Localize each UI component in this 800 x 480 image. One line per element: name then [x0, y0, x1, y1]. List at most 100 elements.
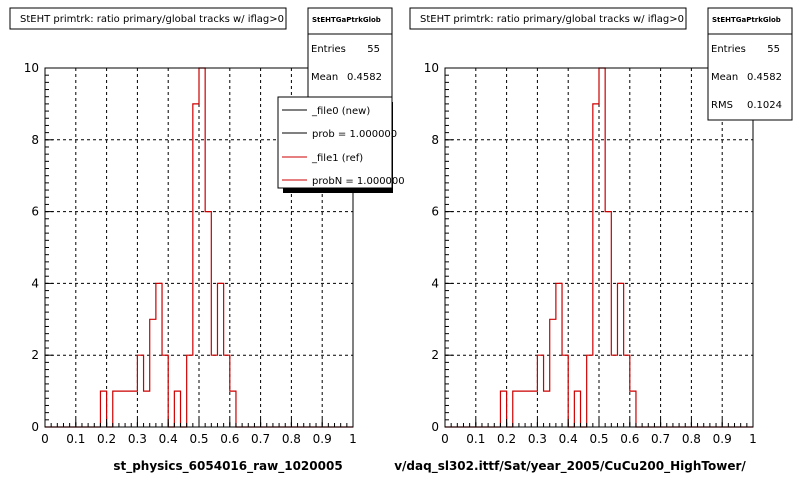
left-histogram-bin [230, 391, 236, 427]
right-y-tick-label: 2 [431, 348, 439, 362]
right-y-tick-label: 4 [431, 276, 439, 290]
right-stats-rms-label: RMS [711, 100, 733, 111]
right-x-tick-label: 0.5 [589, 432, 608, 446]
left-histogram-bin [156, 283, 162, 427]
left-x-axis-label: st_physics_6054016_raw_1020005 [113, 459, 342, 474]
left-histogram-bin [125, 391, 131, 427]
legend-entry-probn: probN = 1.000000 [312, 176, 405, 187]
left-stats-header: StEHTGaPtrkGlob [312, 16, 381, 24]
left-chart-title: StEHT primtrk: ratio primary/global trac… [20, 14, 284, 25]
right-stats-box [707, 7, 793, 121]
left-stats-mean-label: Mean [311, 72, 338, 83]
right-x-tick-label: 1 [749, 432, 757, 446]
left-x-tick-label: 0.7 [251, 432, 270, 446]
right-x-tick-label: 0.7 [651, 432, 670, 446]
right-x-tick-label: 0.2 [497, 432, 516, 446]
left-histogram-bin [131, 391, 137, 427]
left-histogram-bin [137, 355, 143, 427]
left-title-box [9, 7, 287, 30]
right-x-tick-label: 0.1 [466, 432, 485, 446]
legend-entry-new: _file0 (new) [311, 106, 370, 117]
right-x-tick-label: 0.4 [559, 432, 578, 446]
left-histogram-bin [193, 104, 199, 427]
left-histogram-bin [199, 68, 205, 427]
left-x-tick-label: 0.9 [313, 432, 332, 446]
right-histogram-bin [556, 283, 562, 427]
left-y-tick-label: 2 [31, 348, 39, 362]
legend-box [277, 96, 393, 189]
right-x-tick-label: 0.3 [528, 432, 547, 446]
left-histogram-bin [162, 355, 168, 427]
right-histogram-bin [574, 391, 580, 427]
left-histogram-bin [205, 212, 211, 427]
left-x-tick-label: 0.1 [66, 432, 85, 446]
left-y-tick-label: 4 [31, 276, 39, 290]
right-stats-header: StEHTGaPtrkGlob [712, 16, 781, 24]
right-x-axis-label: v/daq_sl302.ittf/Sat/year_2005/CuCu200_H… [394, 459, 746, 474]
right-x-tick-label: 0.6 [620, 432, 639, 446]
left-x-tick-label: 0.3 [128, 432, 147, 446]
left-x-tick-label: 0 [41, 432, 49, 446]
right-histogram-bin [544, 391, 550, 427]
right-stats-entries-label: Entries [711, 44, 746, 55]
left-histogram-bin [144, 391, 150, 427]
right-histogram-bin [519, 391, 525, 427]
left-legend: _file0 (new) prob = 1.000000 _file1 (ref… [277, 96, 405, 193]
right-x-tick-label: 0.9 [713, 432, 732, 446]
left-histogram-bin [217, 283, 223, 427]
right-histogram-bin [562, 355, 568, 427]
left-x-tick-label: 0.2 [97, 432, 116, 446]
left-histogram-bin [174, 391, 180, 427]
right-histogram-bin [593, 104, 599, 427]
right-x-tick-label: 0 [441, 432, 449, 446]
right-histogram-bin [624, 355, 630, 427]
left-histogram-bin [211, 355, 217, 427]
left-x-tick-label: 0.4 [159, 432, 178, 446]
legend-entry-prob: prob = 1.000000 [312, 129, 397, 140]
right-x-tick-label: 0.8 [682, 432, 701, 446]
left-y-tick-label: 0 [31, 420, 39, 434]
left-y-tick-label: 10 [24, 61, 39, 75]
right-stats-mean-value: 0.4582 [747, 72, 782, 83]
right-histogram-bin [500, 391, 506, 427]
right-histogram-bin [587, 355, 593, 427]
right-y-tick-label: 0 [431, 420, 439, 434]
legend-entry-ref: _file1 (ref) [311, 153, 363, 164]
right-histogram-bin [531, 391, 537, 427]
right-y-tick-label: 8 [431, 133, 439, 147]
left-histogram-bin [150, 319, 156, 427]
right-title-box [409, 7, 687, 30]
right-histogram-bin [537, 355, 543, 427]
left-histogram-bin [119, 391, 125, 427]
right-histogram-bin [513, 391, 519, 427]
left-x-tick-label: 0.5 [189, 432, 208, 446]
right-histogram-bin [630, 391, 636, 427]
right-histogram-bin [605, 212, 611, 427]
left-stats-entries-value: 55 [367, 44, 380, 55]
left-x-tick-label: 0.6 [220, 432, 239, 446]
left-y-tick-label: 8 [31, 133, 39, 147]
right-stats-mean-label: Mean [711, 72, 738, 83]
right-y-tick-label: 6 [431, 205, 439, 219]
left-histogram-bin [224, 355, 230, 427]
right-histogram-bin [611, 355, 617, 427]
left-stats-box [307, 7, 393, 98]
right-histogram-bin [525, 391, 531, 427]
left-y-tick-label: 6 [31, 205, 39, 219]
right-chart-title: StEHT primtrk: ratio primary/global trac… [420, 14, 684, 25]
left-histogram-bin [100, 391, 106, 427]
right-y-tick-label: 10 [424, 61, 439, 75]
left-stats-mean-value: 0.4582 [347, 72, 382, 83]
right-histogram [445, 67, 753, 428]
left-histogram-bin [113, 391, 119, 427]
right-stats-rms-value: 0.1024 [747, 100, 782, 111]
right-histogram-bin [599, 68, 605, 427]
left-histogram-bin [187, 355, 193, 427]
left-stats-entries-label: Entries [311, 44, 346, 55]
left-x-tick-label: 1 [349, 432, 357, 446]
